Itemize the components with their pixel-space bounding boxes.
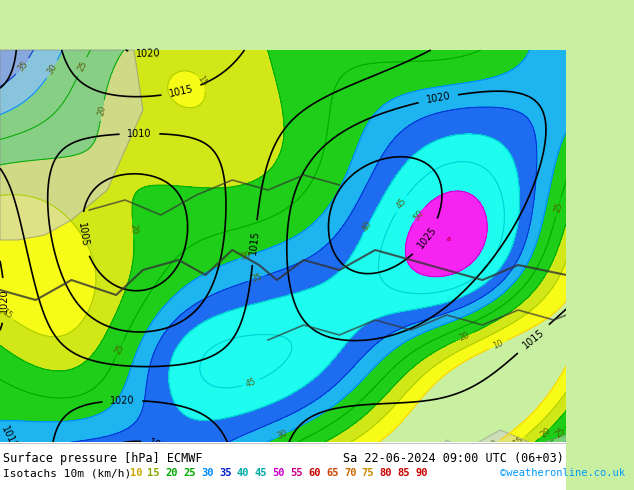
Text: 45: 45	[255, 468, 267, 478]
Text: 1015: 1015	[249, 230, 261, 255]
Text: 35: 35	[16, 60, 29, 74]
Text: 70: 70	[344, 468, 356, 478]
Text: 60: 60	[308, 468, 321, 478]
Text: 1025: 1025	[148, 437, 174, 455]
Text: 90: 90	[415, 468, 428, 478]
Text: 20: 20	[165, 468, 178, 478]
Text: 65: 65	[326, 468, 339, 478]
Text: 1015: 1015	[521, 327, 546, 350]
Text: 35: 35	[250, 272, 263, 284]
Polygon shape	[0, 50, 143, 240]
Text: 25: 25	[553, 200, 564, 213]
Text: 1020: 1020	[110, 395, 135, 406]
Text: 50: 50	[273, 468, 285, 478]
Text: 30: 30	[46, 62, 59, 76]
Text: 1005: 1005	[77, 221, 90, 247]
Text: 15: 15	[0, 307, 13, 321]
Text: 40: 40	[236, 468, 249, 478]
Text: 1015: 1015	[0, 425, 20, 451]
Text: 10: 10	[491, 338, 505, 351]
Text: 25: 25	[553, 426, 567, 440]
Text: 25: 25	[113, 343, 126, 356]
Text: 15: 15	[147, 468, 160, 478]
Text: 25: 25	[76, 60, 89, 74]
Bar	[0, 442, 566, 490]
Text: 1015: 1015	[168, 84, 194, 99]
Text: 1020: 1020	[425, 91, 451, 105]
Text: 20: 20	[96, 104, 108, 117]
Text: 75: 75	[362, 468, 374, 478]
Text: 1010: 1010	[127, 128, 152, 139]
Text: 25: 25	[183, 468, 196, 478]
Text: ©weatheronline.co.uk: ©weatheronline.co.uk	[500, 468, 625, 478]
Text: 30: 30	[551, 442, 565, 456]
Text: Surface pressure [hPa] ECMWF: Surface pressure [hPa] ECMWF	[3, 452, 202, 465]
Text: 15: 15	[195, 74, 209, 88]
Text: 85: 85	[398, 468, 410, 478]
Text: Isotachs 10m (km/h): Isotachs 10m (km/h)	[3, 468, 138, 478]
Text: 45: 45	[394, 197, 408, 211]
Text: 40: 40	[100, 454, 111, 464]
Text: 80: 80	[380, 468, 392, 478]
Text: 45: 45	[245, 377, 257, 389]
Text: 1020: 1020	[136, 48, 160, 59]
Text: 50: 50	[411, 208, 425, 222]
Text: 20: 20	[457, 331, 470, 343]
Text: 30: 30	[201, 468, 214, 478]
Text: 20: 20	[128, 223, 138, 234]
Text: 20: 20	[539, 426, 553, 440]
Text: 40: 40	[361, 220, 374, 233]
Text: Sa 22-06-2024 09:00 UTC (06+03): Sa 22-06-2024 09:00 UTC (06+03)	[343, 452, 564, 465]
Text: 10: 10	[486, 439, 499, 452]
Text: 10: 10	[129, 468, 142, 478]
Text: 55: 55	[290, 468, 303, 478]
Text: 1025: 1025	[415, 225, 439, 250]
Text: 1020: 1020	[0, 288, 10, 313]
Polygon shape	[429, 430, 566, 460]
Text: 15: 15	[511, 436, 525, 449]
Text: 15: 15	[321, 449, 334, 461]
Text: 30: 30	[240, 250, 252, 262]
Text: 35: 35	[219, 468, 231, 478]
Text: 30: 30	[275, 429, 288, 441]
